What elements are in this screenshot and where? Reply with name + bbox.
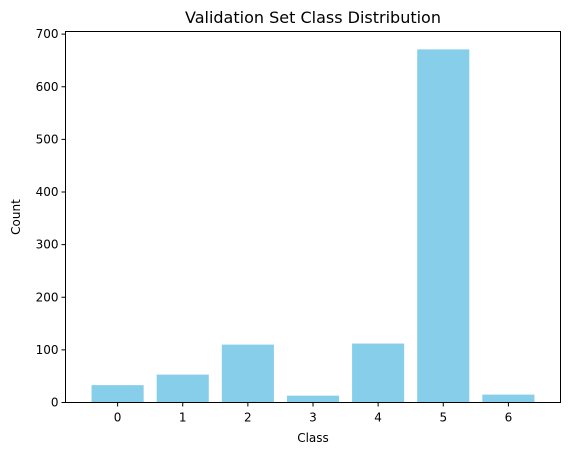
x-tick-label: 1 [179,411,187,425]
bar-class-5 [417,49,470,403]
x-tick-label: 5 [439,411,447,425]
bar-class-3 [286,395,340,403]
bar-class-6 [482,394,535,403]
y-tick-label: 200 [36,290,59,304]
x-tick-label: 0 [114,411,122,425]
x-tick-label: 6 [505,411,513,425]
y-tick-label: 300 [36,238,59,252]
bar-class-0 [91,385,144,403]
bar-class-4 [352,343,405,403]
bar-class-2 [221,344,274,403]
y-tick-label: 0 [51,396,59,410]
y-tick-label: 100 [36,343,59,357]
x-tick-label: 4 [374,411,382,425]
y-tick-label: 400 [36,185,59,199]
x-tick-label: 2 [244,411,252,425]
chart-title: Validation Set Class Distribution [185,8,441,27]
x-tick-label: 3 [309,411,317,425]
plot-frame [65,31,561,403]
y-tick-label: 500 [36,132,59,146]
x-axis-label: Class [297,431,329,445]
y-axis-label: Count [9,199,23,235]
bar-class-1 [156,374,209,403]
y-tick-label: 700 [36,27,59,41]
y-tick-label: 600 [36,80,59,94]
